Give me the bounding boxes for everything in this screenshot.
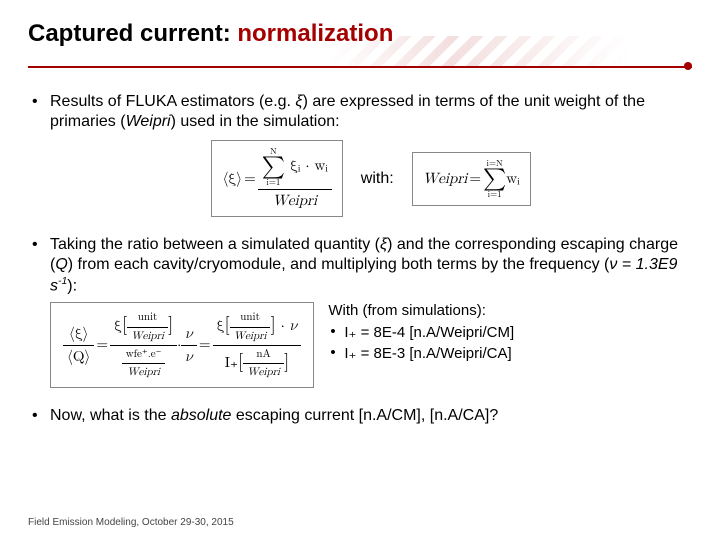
- equation-2: Weipri = i=N ∑ i=1 wᵢ: [412, 152, 531, 206]
- title-rule: [28, 60, 692, 74]
- eq2-sum-upper: i=N: [487, 159, 503, 168]
- eq1-sum-upper: N: [270, 147, 277, 156]
- b3-post: escaping current [n.A/CM], [n.A/CA]?: [231, 407, 498, 424]
- eq1-den: Weipri: [268, 192, 321, 210]
- eq2-sum-lower: i=1: [488, 190, 502, 199]
- eq1-lhs: ⟨ξ⟩: [222, 170, 242, 188]
- eq3-lhs-bot: ⟨Q⟩: [63, 348, 94, 366]
- eq3-t4-bot: Weipri: [243, 366, 284, 379]
- eq3-t2-num: wfe⁺.e⁻: [122, 348, 166, 361]
- eq1-sum-body: ξᵢ · wᵢ: [290, 158, 328, 173]
- b1-text-post: ) used in the simulation:: [171, 113, 340, 130]
- eq3-t3-den: Weipri: [230, 330, 271, 343]
- b3-italic: absolute: [171, 407, 232, 424]
- b1-xi: ξ: [295, 93, 302, 110]
- fraction-bar-icon: [258, 189, 332, 190]
- eq1-sum-lower: i=1: [266, 178, 280, 187]
- equation-1: ⟨ξ⟩ = N ∑ i=1 ξᵢ · wᵢ Weipri: [211, 140, 342, 217]
- sim-head: With (from simulations):: [328, 302, 514, 319]
- eq3-nu-bot: ν: [181, 348, 197, 366]
- eq3-nu-right: ν: [290, 318, 298, 333]
- eq3-t4-top: nA: [252, 348, 274, 361]
- slide-footer: Field Emission Modeling, October 29-30, …: [28, 517, 234, 528]
- b2-q: Q: [55, 256, 67, 273]
- b2-mid2: ) from each cavity/cryomodule, and multi…: [68, 256, 610, 273]
- rule-dot-icon: [684, 62, 692, 70]
- b1-weipri: Weipri: [126, 113, 171, 130]
- b1-text-pre: Results of FLUKA estimators (e.g.: [50, 93, 295, 110]
- equation-3: ⟨ξ⟩ ⟨Q⟩ = ξ[unitWeipri] wfe⁺.e⁻Weipri: [50, 302, 314, 388]
- eq3-iplus: I₊: [225, 355, 238, 370]
- eq3-t1-num: ξ: [114, 318, 122, 333]
- b2-exp: -1: [58, 276, 67, 287]
- sigma-icon: ∑: [483, 168, 506, 190]
- with-label: with:: [361, 170, 394, 188]
- bullet-list: Results of FLUKA estimators (e.g. ξ) are…: [28, 92, 692, 426]
- simulation-values: With (from simulations): I₊ = 8E-4 [n.A/…: [328, 302, 514, 365]
- rule-line: [28, 66, 692, 68]
- eq3-t1-den: Weipri: [127, 330, 168, 343]
- b2-pre: Taking the ratio between a simulated qua…: [50, 236, 380, 253]
- title-prefix: Captured current:: [28, 20, 237, 47]
- eq3-lhs-top: ⟨ξ⟩: [65, 325, 93, 343]
- eq2-body: wᵢ: [506, 170, 519, 188]
- eq3-t3-unit: unit: [236, 311, 264, 324]
- bullet-3: Now, what is the absolute escaping curre…: [28, 406, 692, 426]
- sim-value-cm: I₊ = 8E-4 [n.A/Weipri/CM]: [328, 323, 514, 341]
- eq3-t1-unit: unit: [134, 311, 162, 324]
- fraction-bar-icon: [63, 345, 94, 346]
- equation-row-1: ⟨ξ⟩ = N ∑ i=1 ξᵢ · wᵢ Weipri: [50, 140, 692, 217]
- sim-value-ca: I₊ = 8E-3 [n.A/Weipri/CA]: [328, 344, 514, 362]
- equation-row-2: ⟨ξ⟩ ⟨Q⟩ = ξ[unitWeipri] wfe⁺.e⁻Weipri: [50, 302, 692, 388]
- eq2-lhs: Weipri: [423, 170, 468, 188]
- bullet-1: Results of FLUKA estimators (e.g. ξ) are…: [28, 92, 692, 217]
- eq3-t2-den: Weipri: [123, 366, 164, 379]
- eq3-nu-top: ν: [181, 325, 197, 343]
- b3-pre: Now, what is the: [50, 407, 171, 424]
- sigma-icon: ∑: [262, 156, 285, 178]
- bullet-2: Taking the ratio between a simulated qua…: [28, 235, 692, 388]
- diagonal-hatch-decoration: [328, 36, 632, 66]
- b2-post: ):: [67, 277, 77, 294]
